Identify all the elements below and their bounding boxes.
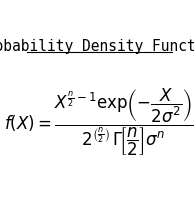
Text: $f\left(X\right)=\dfrac{X^{\frac{n}{2}-1}\exp\!\left(-\dfrac{X}{2\sigma^{2}}\rig: $f\left(X\right)=\dfrac{X^{\frac{n}{2}-1… [4,87,194,158]
Text: Probability Density Function: Probability Density Function [0,39,194,54]
